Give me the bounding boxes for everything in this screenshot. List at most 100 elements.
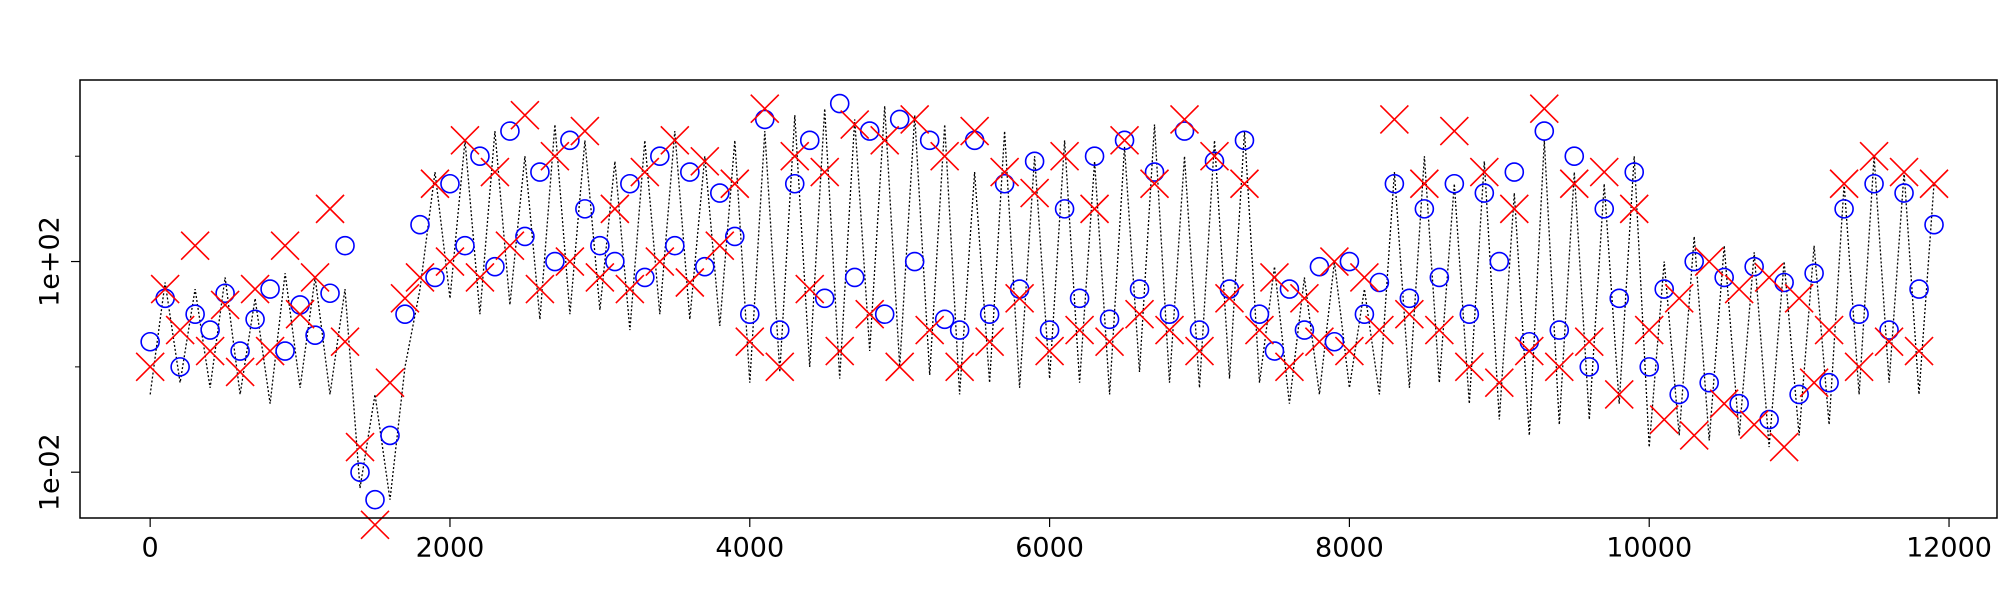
x-marker [990, 157, 1020, 187]
circle-marker [425, 267, 445, 288]
circle-marker [1039, 320, 1060, 340]
x-marker [1469, 157, 1499, 187]
x-marker [345, 432, 375, 462]
x-marker [1724, 274, 1754, 304]
x-tick-label: 0 [142, 533, 159, 564]
x-marker [1664, 283, 1694, 313]
circle-marker [1024, 151, 1045, 172]
x-marker [495, 231, 525, 261]
circle-marker [665, 235, 685, 256]
x-tick-label: 4000 [715, 533, 784, 564]
circle-marker [1744, 256, 1764, 277]
x-marker [705, 231, 735, 261]
x-marker [150, 274, 180, 304]
circle-marker [200, 320, 220, 340]
x-marker [315, 194, 345, 224]
x-marker [1514, 336, 1544, 366]
x-marker [945, 352, 975, 382]
x-marker [420, 169, 450, 199]
circle-marker [799, 130, 820, 151]
circle-marker [605, 251, 625, 272]
x-marker [255, 336, 285, 366]
circle-marker [1639, 357, 1660, 377]
circle-marker [1144, 162, 1165, 182]
x-marker [570, 116, 600, 146]
circle-marker [500, 121, 520, 141]
circle-marker [1474, 183, 1495, 203]
circle-marker [695, 256, 715, 277]
x-tick-label: 12000 [1906, 533, 1992, 564]
circle-marker [515, 226, 535, 247]
data-line [149, 105, 1935, 500]
circle-marker [1684, 251, 1704, 272]
x-marker [1904, 336, 1934, 366]
x-marker [780, 141, 810, 171]
circle-marker [230, 341, 250, 361]
circle-marker [1924, 214, 1944, 235]
x-marker [525, 274, 555, 304]
circle-marker [410, 214, 430, 235]
y-tick-label: 1e+02 [35, 216, 66, 307]
circle-marker [1114, 130, 1135, 151]
circle-marker [1339, 251, 1360, 272]
circle-marker [680, 162, 700, 182]
x-marker [1199, 141, 1230, 171]
circle-marker [1399, 288, 1420, 309]
x-marker [210, 290, 240, 320]
x-marker [480, 157, 510, 187]
x-marker [555, 246, 585, 277]
x-marker [1754, 262, 1784, 292]
circle-marker [1894, 183, 1914, 203]
circle-marker [784, 173, 805, 194]
x-marker [1784, 283, 1814, 313]
circle-marker [590, 235, 610, 256]
x-marker [135, 352, 165, 382]
x-tick-label: 8000 [1315, 533, 1384, 564]
circle-marker [395, 304, 415, 325]
circle-marker [260, 279, 280, 299]
circle-marker [215, 283, 235, 304]
circle-marker [545, 251, 565, 272]
circle-marker [1249, 304, 1270, 325]
circle-marker [305, 325, 325, 345]
x-marker [1020, 178, 1050, 208]
x-marker [645, 246, 675, 277]
circle-marker [140, 331, 160, 352]
circle-marker [1054, 199, 1075, 219]
circle-marker [1174, 121, 1195, 141]
x-marker [1079, 194, 1110, 224]
circle-marker [575, 199, 595, 219]
circle-marker [1324, 331, 1345, 352]
x-marker [1574, 327, 1604, 357]
circle-marker [724, 226, 745, 247]
circle-marker [335, 235, 355, 256]
x-marker [1619, 194, 1649, 224]
x-marker [360, 510, 390, 540]
x-marker [1454, 352, 1484, 382]
circle-marker [1579, 357, 1600, 377]
x-marker [1844, 352, 1874, 382]
circle-marker [949, 320, 970, 340]
x-marker [330, 327, 360, 357]
x-marker [1304, 327, 1334, 357]
circle-marker [170, 357, 190, 377]
x-marker [1529, 94, 1559, 124]
circle-marker [1699, 372, 1719, 393]
circle-marker [1069, 288, 1090, 309]
x-marker [975, 327, 1005, 357]
circle-marker [1849, 304, 1869, 325]
circle-marker [440, 173, 460, 194]
x-marker [195, 336, 225, 366]
x-marker [405, 262, 435, 292]
circle-marker [635, 267, 655, 288]
circle-marker [1204, 151, 1225, 172]
x-marker [180, 231, 210, 261]
circle-marker [814, 288, 835, 309]
x-marker [585, 262, 615, 292]
x-marker [1139, 169, 1170, 199]
circle-marker [1084, 146, 1105, 167]
circle-marker [1864, 173, 1884, 194]
circle-marker [380, 425, 400, 446]
x-marker [1814, 315, 1844, 345]
